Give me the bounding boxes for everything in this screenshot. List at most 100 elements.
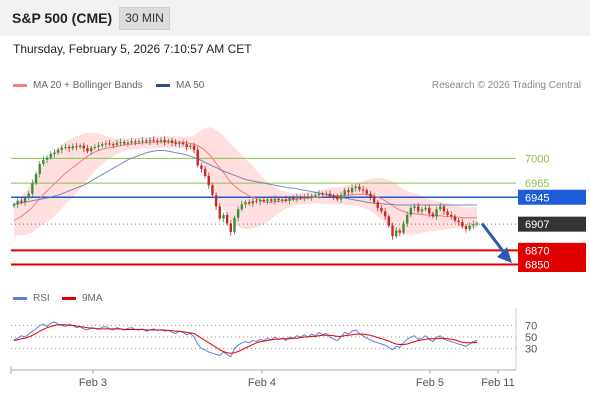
candle	[148, 137, 152, 145]
candle	[450, 211, 453, 220]
timestamp: Thursday, February 5, 2026 7:10:57 AM CE…	[13, 42, 252, 56]
candle	[409, 205, 413, 218]
candle	[284, 195, 288, 203]
chart-title: S&P 500 (CME)	[12, 10, 113, 26]
projection-arrow	[480, 222, 508, 256]
candle	[376, 200, 379, 212]
ma50-line	[13, 150, 477, 206]
candle	[457, 217, 460, 226]
candle	[100, 142, 104, 148]
ma50-label: MA 50	[176, 80, 205, 91]
candle	[130, 137, 133, 145]
candle	[42, 156, 45, 167]
candle	[332, 193, 335, 201]
candle	[310, 193, 313, 201]
candle	[325, 190, 328, 198]
candle	[446, 208, 449, 218]
candle	[189, 143, 192, 150]
ma20-label: MA 20 + Bollinger Bands	[33, 80, 143, 91]
candle	[86, 144, 89, 154]
candle	[431, 211, 435, 219]
candle	[12, 202, 16, 208]
candle	[442, 204, 446, 215]
candle	[391, 222, 394, 240]
candle	[170, 137, 174, 147]
level-lines	[11, 157, 586, 266]
candle	[402, 220, 405, 235]
candle	[82, 142, 86, 152]
ma50-swatch	[156, 83, 170, 87]
candle	[354, 184, 357, 192]
candle	[369, 190, 372, 201]
timeframe-button[interactable]: 30 MIN	[119, 7, 170, 30]
rsi-label: RSI	[33, 293, 50, 304]
candle	[336, 193, 339, 202]
candle	[273, 195, 277, 205]
level-label: 6945	[525, 192, 549, 204]
level-label: 6850	[525, 260, 549, 272]
x-tick-label: Feb 5	[416, 377, 444, 389]
rsi-ma-swatch	[62, 296, 76, 300]
candle	[292, 195, 295, 201]
candle	[38, 161, 41, 178]
candle	[115, 139, 119, 147]
candle	[258, 197, 262, 206]
level-label: 7000	[525, 153, 549, 165]
ma20-swatch	[13, 83, 27, 87]
legend-ma50: MA 50	[156, 80, 204, 91]
candle	[78, 143, 82, 150]
candle	[93, 144, 97, 150]
candle	[417, 202, 420, 214]
candle	[405, 211, 409, 227]
candle	[222, 212, 225, 223]
candle	[383, 207, 387, 220]
level-tag	[518, 257, 586, 273]
candle	[270, 196, 273, 203]
rsi-tick-label: 30	[525, 344, 537, 356]
credit-text: Research © 2026 Trading Central	[431, 80, 581, 91]
candle	[71, 143, 74, 151]
candle	[104, 140, 108, 148]
x-tick-label: Feb 4	[248, 377, 276, 389]
candle	[339, 191, 343, 203]
candle	[185, 140, 188, 151]
candle	[178, 140, 181, 148]
candle	[31, 179, 34, 198]
candles	[12, 136, 512, 264]
candle	[56, 147, 60, 155]
candle	[53, 149, 56, 158]
rsi-swatch	[13, 296, 27, 300]
candle	[288, 195, 291, 205]
candle	[20, 197, 23, 205]
candle	[281, 196, 284, 204]
candle	[200, 163, 203, 173]
candle	[306, 193, 310, 200]
candle	[89, 145, 93, 155]
candle	[214, 192, 218, 210]
candle	[314, 192, 317, 198]
candle	[328, 190, 332, 198]
candle	[207, 172, 210, 189]
rsi-ma-label: 9MA	[82, 293, 103, 304]
candle	[247, 199, 251, 206]
candle	[174, 139, 177, 147]
candle	[203, 166, 207, 179]
candle	[233, 215, 236, 235]
candle	[262, 196, 266, 203]
candle	[303, 193, 306, 202]
candle	[67, 144, 71, 152]
candle	[236, 206, 240, 222]
bollinger-band-area	[14, 127, 477, 237]
candle	[49, 151, 52, 160]
candle	[266, 197, 269, 205]
candle	[439, 202, 442, 212]
candle	[464, 224, 468, 233]
level-label: 6907	[525, 219, 549, 231]
candle	[372, 193, 376, 205]
candle	[461, 218, 464, 229]
candle	[317, 190, 321, 199]
candle	[277, 196, 280, 203]
candle	[145, 138, 148, 144]
candle	[64, 143, 67, 150]
